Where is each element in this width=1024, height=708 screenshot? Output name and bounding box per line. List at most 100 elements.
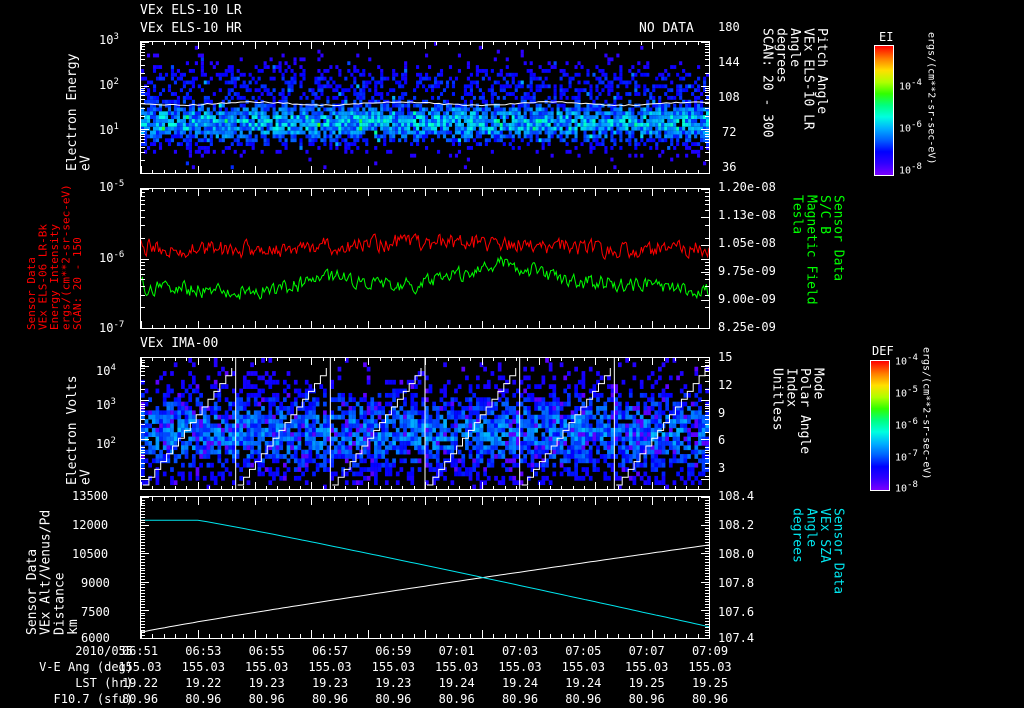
panel2-right-tick-5: 8.25e-09	[718, 320, 776, 334]
time-axis-cell-r1-c5: 155.03	[434, 660, 479, 674]
time-axis-cell-r0-c8: 07:07	[628, 644, 665, 658]
time-axis-cell-r3-c5: 80.96	[438, 692, 475, 706]
panel2-right-tick-4: 9.00e-09	[718, 292, 776, 306]
panel2-energy-intensity-bfield	[140, 188, 710, 329]
panel4-ytick-3: 9000	[81, 576, 110, 590]
time-axis-cell-r1-c9: 155.03	[688, 660, 732, 674]
time-axis-row-label-3: F10.7 (sfu)	[53, 692, 133, 706]
panel3-right-axis-label: Mode Polar Angle Index Unitless	[769, 368, 826, 455]
time-axis-cell-r1-c6: 155.03	[498, 660, 542, 674]
time-axis-cell-r3-c8: 80.96	[628, 692, 665, 706]
panel4-right-tick-0: 108.4	[718, 489, 755, 503]
time-axis-cell-r2-c8: 19.25	[628, 676, 665, 690]
time-axis-cell-r2-c6: 19.24	[501, 676, 539, 690]
time-axis-cell-r3-c1: 80.96	[185, 692, 222, 706]
panel4-ytick-1: 12000	[72, 518, 109, 532]
panel1-right-tick-180: 180	[718, 20, 740, 34]
time-axis-cell-r2-c1: 19.22	[185, 676, 222, 690]
colorbar2-unit-label: ergs/(cm**2-sr-sec-eV)	[920, 347, 932, 480]
time-axis-row-label-1: V-E Ang (deg)	[39, 660, 133, 674]
panel4-right-axis-label: Sensor Data VEx SZA Angle degrees	[789, 508, 846, 595]
panel3-ima-spectrogram	[140, 357, 710, 490]
time-axis-cell-r1-c0: 155.03	[118, 660, 162, 674]
panel1-title-lr: VEx ELS-10 LR	[140, 3, 242, 18]
time-axis-cell-r3-c6: 80.96	[501, 692, 539, 706]
panel1-right-tick-108: 108	[718, 90, 740, 104]
panel4-ytick-5: 6000	[81, 631, 110, 645]
panel2-right-tick-0: 1.20e-08	[718, 180, 776, 194]
time-axis-cell-r3-c7: 80.96	[565, 692, 602, 706]
panel1-right-tick-144: 144	[718, 55, 740, 69]
time-axis-cell-r2-c9: 19.25	[691, 676, 729, 690]
panel3-ytick-2: 102	[96, 436, 116, 451]
panel2-left-axis-label: Sensor Data VEx ELS-06 LR-Bk Energy Inte…	[25, 184, 85, 330]
panel4-right-tick-4: 107.6	[718, 605, 755, 619]
time-axis-cell-r1-c2: 155.03	[244, 660, 289, 674]
panel3-right-tick-3: 3	[718, 461, 726, 475]
panel3-ytick-3: 103	[96, 397, 116, 412]
panel2-right-axis-label: Sensor Data S/C B Magnetic Field Tesla	[789, 195, 846, 305]
panel1-right-tick-72: 72	[722, 125, 737, 139]
panel4-right-tick-1: 108.2	[718, 518, 755, 532]
panel4-distance-sza	[140, 496, 710, 639]
time-axis-row-label-2: LST (hr)	[75, 676, 133, 690]
panel1-left-axis-label: Electron Energy eV	[65, 53, 94, 171]
panel1-ytick-1: 101	[99, 122, 119, 137]
time-axis-cell-r0-c5: 07:01	[438, 644, 475, 658]
time-axis-cell-r2-c0: 19.22	[121, 676, 159, 690]
panel1-title-hr: VEx ELS-10 HR	[140, 21, 242, 36]
panel3-left-axis-label: Electron Volts eV	[65, 375, 94, 485]
time-axis-cell-r3-c4: 80.96	[375, 692, 412, 706]
time-axis-cell-r0-c0: 06:51	[121, 644, 159, 658]
time-axis-cell-r2-c3: 19.23	[311, 676, 349, 690]
panel2-right-tick-2: 1.05e-08	[718, 236, 776, 250]
panel3-title: VEx IMA-00	[140, 336, 219, 351]
panel3-right-tick-6: 6	[718, 433, 726, 447]
time-axis-cell-r0-c3: 06:57	[311, 644, 349, 658]
time-axis-cell-r3-c0: 80.96	[121, 692, 159, 706]
time-axis-row-label-0: 2010/055	[75, 644, 133, 658]
panel2-ytick-3: 10-7	[99, 320, 125, 335]
panel1-no-data-label: NO DATA	[639, 21, 694, 36]
colorbar1-tick-2: 10-6	[899, 120, 922, 135]
time-axis-cell-r1-c8: 155.03	[624, 660, 669, 674]
time-axis-cell-r1-c3: 155.03	[308, 660, 352, 674]
panel1-ytick-3: 103	[99, 32, 119, 47]
time-axis-cell-r0-c7: 07:05	[565, 644, 602, 658]
colorbar1-title: EI	[879, 30, 894, 44]
time-axis-cell-r3-c2: 80.96	[248, 692, 285, 706]
colorbar2-tick-3: 10-7	[895, 449, 918, 464]
panel2-ytick-1: 10-5	[99, 179, 125, 194]
time-axis-cell-r3-c9: 80.96	[691, 692, 729, 706]
time-axis-cell-r0-c4: 06:59	[375, 644, 412, 658]
colorbar2-gradient	[870, 360, 890, 491]
time-axis-cell-r3-c3: 80.96	[311, 692, 349, 706]
panel3-right-tick-9: 9	[718, 406, 726, 420]
time-axis-cell-r1-c1: 155.03	[181, 660, 225, 674]
panel1-electron-energy-spectrogram	[140, 41, 710, 174]
colorbar2-tick-4: 10-8	[895, 480, 918, 495]
panel3-ytick-4: 104	[96, 363, 116, 378]
time-axis-cell-r1-c7: 155.03	[561, 660, 605, 674]
time-axis-cell-r0-c1: 06:53	[185, 644, 222, 658]
time-axis-cell-r2-c2: 19.23	[248, 676, 285, 690]
colorbar2-tick-2: 10-6	[895, 417, 918, 432]
panel2-right-tick-3: 9.75e-09	[718, 264, 776, 278]
colorbar2-title: DEF	[872, 344, 894, 358]
time-axis-cell-r1-c4: 155.03	[371, 660, 415, 674]
colorbar1-gradient	[874, 45, 894, 176]
colorbar1-unit-label: ergs/(cm**2-sr-sec-eV)	[925, 32, 937, 165]
time-axis-table: 2010/055 06:51 06:53 06:55 06:57 06:59 07:01 07…	[0, 645, 1024, 707]
time-axis-cell-r2-c5: 19.24	[438, 676, 475, 690]
panel4-ytick-0: 13500	[72, 489, 109, 503]
time-axis-cell-r2-c7: 19.24	[565, 676, 602, 690]
time-axis-cell-r0-c2: 06:55	[248, 644, 285, 658]
panel2-right-tick-1: 1.13e-08	[718, 208, 776, 222]
colorbar2-tick-0: 10-4	[895, 353, 918, 368]
panel1-right-axis-label: Pitch Angle VEx ELS-10 LR Angle degrees …	[759, 28, 830, 138]
panel3-right-tick-15: 15	[718, 350, 733, 364]
time-axis-cell-r0-c9: 07:09	[691, 644, 729, 658]
time-axis-cell-r2-c4: 19.23	[375, 676, 412, 690]
colorbar1-tick-3: 10-8	[899, 162, 922, 177]
